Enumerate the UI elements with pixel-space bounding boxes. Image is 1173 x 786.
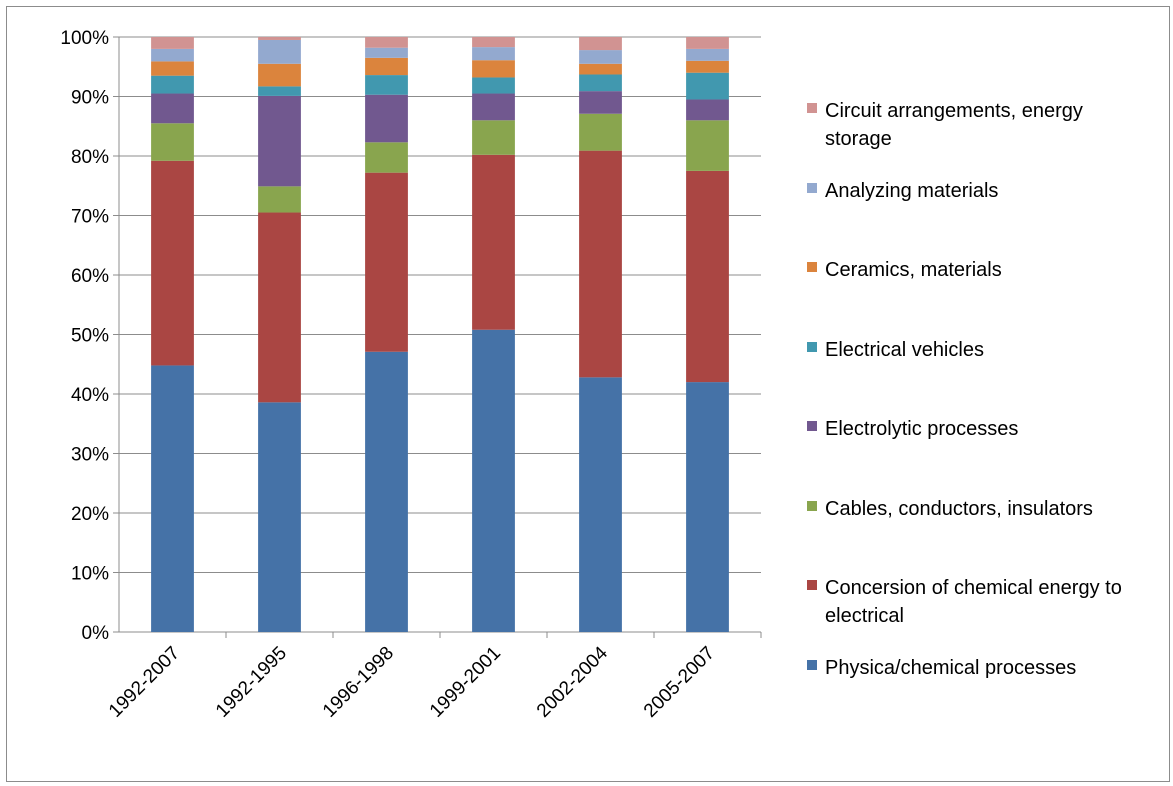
bar-segment bbox=[472, 329, 515, 632]
bar-segment bbox=[579, 377, 622, 632]
y-tick-label: 40% bbox=[71, 385, 109, 406]
bar-segment bbox=[579, 74, 622, 92]
legend-swatch bbox=[807, 182, 817, 193]
bar-segment bbox=[258, 63, 301, 87]
y-tick-label: 100% bbox=[60, 28, 109, 49]
bar-segment bbox=[258, 86, 301, 96]
bar-segment bbox=[365, 351, 408, 632]
x-tick-label: 1999-2001 bbox=[426, 643, 505, 722]
bar-segment bbox=[151, 75, 194, 94]
legend-item: Circuit arrangements, energy storage bbox=[807, 97, 1155, 153]
legend-label: Ceramics, materials bbox=[825, 259, 1002, 281]
bar-segment bbox=[472, 154, 515, 330]
bar-segment bbox=[686, 120, 729, 171]
legend-label: Physica/chemical processes bbox=[825, 656, 1077, 679]
legend-item: Analyzing materials bbox=[807, 177, 1155, 205]
bar-segment bbox=[365, 172, 408, 352]
legend-item: Physica/chemical processes bbox=[807, 654, 1155, 682]
legend-swatch bbox=[807, 421, 817, 431]
bar-segment bbox=[472, 37, 515, 48]
bar-segment bbox=[365, 94, 408, 143]
bar-segment bbox=[258, 212, 301, 403]
bar-segment bbox=[151, 48, 194, 62]
bar-segment bbox=[686, 72, 729, 100]
legend-swatch bbox=[807, 500, 817, 511]
bar-segment bbox=[258, 95, 301, 187]
legend-swatch bbox=[807, 103, 817, 113]
bar-segment bbox=[365, 142, 408, 173]
legend-label: Electrical vehicles bbox=[825, 338, 984, 361]
bar-segment bbox=[686, 37, 729, 49]
bar-segment bbox=[686, 60, 729, 73]
y-tick-label: 60% bbox=[71, 266, 109, 287]
legend-label: Electrolytic processes bbox=[825, 418, 1019, 440]
bar-segment bbox=[472, 77, 515, 94]
bar-segment bbox=[258, 402, 301, 632]
legend-label: Circuit arrangements, energy storage bbox=[825, 100, 1083, 150]
bar-segment bbox=[365, 57, 408, 76]
x-tick-label: 2002-2004 bbox=[533, 642, 612, 721]
y-tick-label: 70% bbox=[71, 207, 109, 228]
bar-segment bbox=[151, 61, 194, 76]
legend-swatch bbox=[807, 659, 817, 670]
bar-segment bbox=[686, 170, 729, 383]
chart-plot: 0% 10% 20% 30% 40% 50% 60% 70% 80% 90% 100% 1992-2… bbox=[60, 28, 762, 722]
legend-item: Concersion of chemical energy to electri… bbox=[807, 574, 1155, 630]
legend-swatch bbox=[807, 262, 817, 272]
bar-segment bbox=[579, 50, 622, 64]
bar-segment bbox=[472, 60, 515, 78]
y-tick-label: 90% bbox=[71, 88, 109, 109]
bar-segment bbox=[472, 120, 515, 155]
bar-segment bbox=[151, 365, 194, 632]
bar-segment bbox=[151, 123, 194, 161]
bar-segment bbox=[258, 37, 301, 40]
bar-segment bbox=[365, 75, 408, 95]
bar-segment bbox=[686, 99, 729, 121]
bar-segment bbox=[365, 37, 408, 48]
bar-segment bbox=[686, 382, 729, 632]
legend-item: Ceramics, materials bbox=[807, 256, 1155, 284]
legend-label: Analyzing materials bbox=[825, 179, 999, 202]
bar-segment bbox=[579, 37, 622, 51]
x-tick-label: 1992-2007 bbox=[105, 643, 184, 722]
legend-item: Cables, conductors, insulators bbox=[807, 495, 1155, 523]
bars bbox=[151, 37, 729, 632]
bar-segment bbox=[579, 113, 622, 151]
bar-segment bbox=[258, 39, 301, 64]
legend-label: Cables, conductors, insulators bbox=[825, 497, 1093, 520]
legend-item: Electrolytic processes bbox=[807, 415, 1155, 443]
bar-segment bbox=[472, 93, 515, 121]
y-tick-label: 0% bbox=[82, 623, 110, 644]
bar-segment bbox=[258, 186, 301, 213]
axes bbox=[113, 36, 762, 638]
bar-segment bbox=[151, 37, 194, 49]
x-tick-label: 2005-2007 bbox=[640, 643, 719, 722]
bar-segment bbox=[686, 48, 729, 61]
y-tick-label: 20% bbox=[71, 504, 109, 525]
bar-segment bbox=[579, 63, 622, 75]
y-axis-ticks: 0% 10% 20% 30% 40% 50% 60% 70% 80% 90% 100% bbox=[60, 28, 109, 644]
bar-segment bbox=[472, 47, 515, 61]
y-tick-label: 80% bbox=[71, 147, 109, 168]
chart-frame: 0% 10% 20% 30% 40% 50% 60% 70% 80% 90% 100% 1992-2… bbox=[6, 6, 1170, 782]
legend-label: Concersion of chemical energy to electri… bbox=[825, 577, 1122, 627]
grid-lines bbox=[119, 36, 761, 573]
y-tick-label: 10% bbox=[71, 564, 109, 585]
legend-item: Electrical vehicles bbox=[807, 336, 1155, 364]
bar-segment bbox=[579, 91, 622, 114]
bar-segment bbox=[151, 160, 194, 366]
y-tick-label: 30% bbox=[71, 445, 109, 466]
bar-segment bbox=[151, 93, 194, 124]
x-tick-label: 1996-1998 bbox=[319, 643, 398, 722]
bar-segment bbox=[365, 47, 408, 58]
y-tick-label: 50% bbox=[71, 326, 109, 347]
x-tick-label: 1992-1995 bbox=[212, 643, 291, 722]
x-axis-ticks: 1992-2007 1992-1995 1996-1998 1999-2001 2002… bbox=[105, 642, 719, 721]
bar-segment bbox=[579, 150, 622, 378]
legend-swatch bbox=[807, 580, 817, 590]
legend-swatch bbox=[807, 341, 817, 352]
